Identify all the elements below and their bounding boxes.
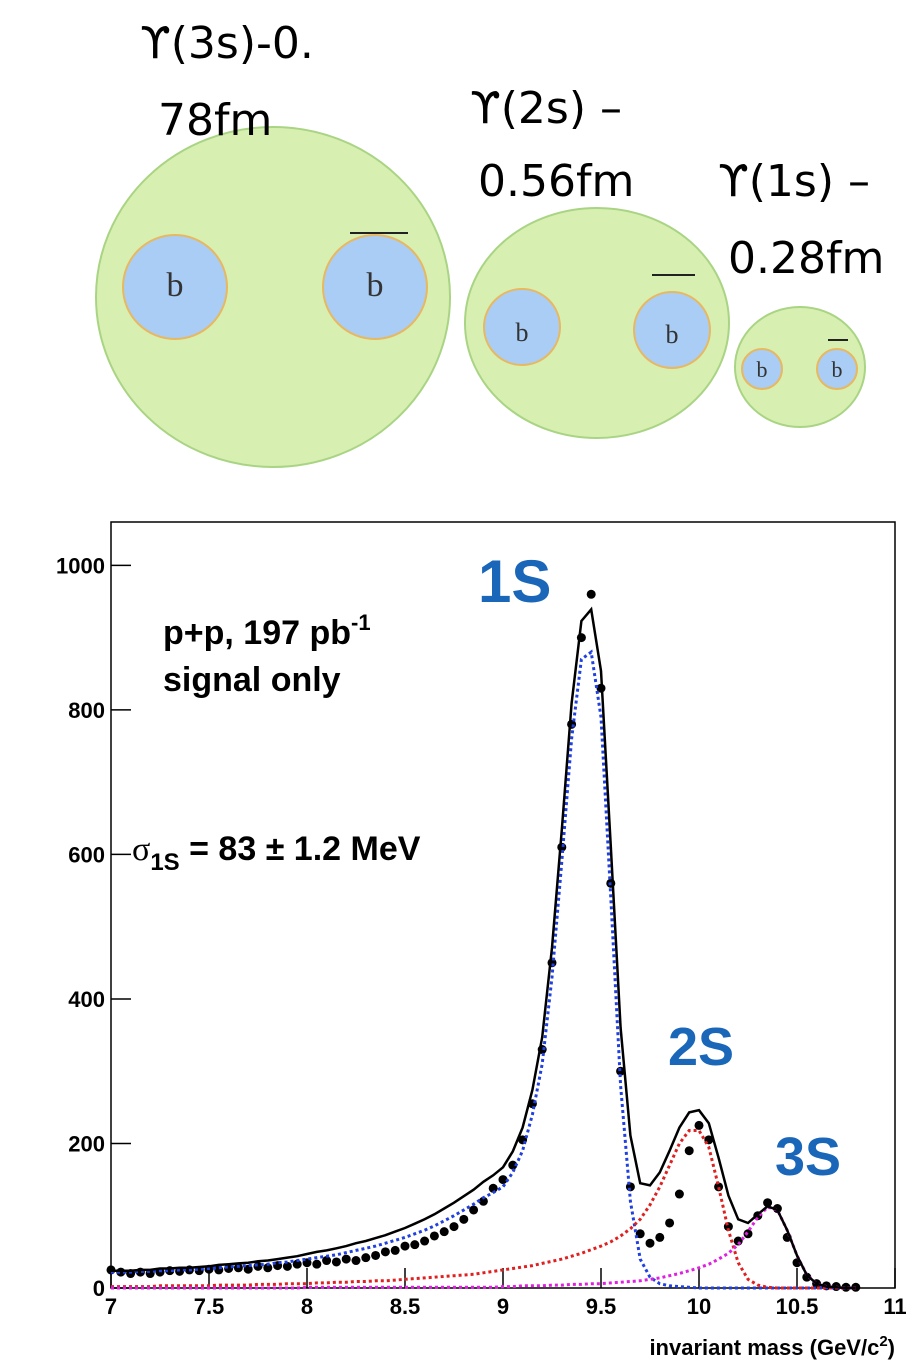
meson-label: ϒ(2s) – <box>470 83 622 134</box>
x-tick-label: 7.5 <box>194 1294 225 1319</box>
fit-curve <box>111 1129 856 1290</box>
data-point <box>361 1253 371 1263</box>
data-point <box>655 1232 665 1242</box>
data-point <box>400 1241 410 1251</box>
data-point <box>263 1263 273 1273</box>
data-point <box>341 1254 351 1264</box>
annotation: signal only <box>163 661 341 699</box>
data-point <box>665 1218 675 1228</box>
y-tick-label: 800 <box>68 698 105 723</box>
annotation: σ1S = 83 ± 1.2 MeV <box>132 830 421 876</box>
meson-2s <box>464 207 730 439</box>
data-point <box>380 1247 390 1257</box>
x-axis-label: invariant mass (GeV/c2) <box>649 1333 895 1360</box>
antiquark-label: b <box>832 357 843 382</box>
x-tick-label: 8.5 <box>390 1294 421 1319</box>
data-point <box>243 1264 253 1274</box>
quark-label: b <box>757 357 768 382</box>
antiquark-label: b <box>367 267 384 304</box>
y-tick-label: 1000 <box>56 553 105 578</box>
annotation: 3S <box>775 1127 841 1187</box>
y-tick-label: 400 <box>68 987 105 1012</box>
data-point <box>351 1256 361 1266</box>
meson-1s <box>734 306 866 428</box>
data-point <box>331 1257 341 1267</box>
data-point <box>312 1259 322 1269</box>
annotation-symbol: σ <box>132 831 150 868</box>
meson-3s <box>95 126 451 468</box>
annotation-text: p+p, 197 pb <box>163 614 351 652</box>
annotation: 2S <box>668 1017 734 1077</box>
annotation-text: = 83 ± 1.2 MeV <box>180 830 421 868</box>
data-point <box>292 1259 302 1269</box>
data-point <box>694 1120 704 1130</box>
x-tick-label: 11 <box>883 1294 906 1319</box>
antiquark-label: b <box>666 320 679 349</box>
y-tick-label: 200 <box>68 1131 105 1156</box>
data-point <box>674 1189 684 1199</box>
y-tick-label: 600 <box>68 842 105 867</box>
x-axis-label-text: ) <box>888 1335 895 1360</box>
data-point <box>449 1222 459 1232</box>
x-tick-label: 9.5 <box>586 1294 617 1319</box>
meson-label: ϒ(1s) – <box>718 156 870 207</box>
data-point <box>498 1175 508 1185</box>
quark-label: b <box>167 267 184 304</box>
data-point <box>371 1250 381 1260</box>
fit-curve <box>111 606 856 1290</box>
antiquark <box>322 234 428 340</box>
x-tick-label: 7 <box>105 1294 117 1319</box>
quark <box>122 234 228 340</box>
quark <box>741 348 783 390</box>
meson-label: 78fm <box>158 95 272 146</box>
data-point <box>439 1227 449 1237</box>
fit-curve <box>111 649 856 1290</box>
data-point <box>802 1272 812 1282</box>
data-point <box>420 1236 430 1246</box>
quark <box>483 288 561 366</box>
data-point <box>429 1231 439 1241</box>
y-tick-label: 0 <box>93 1276 105 1301</box>
x-tick-label: 10.5 <box>776 1294 819 1319</box>
data-point <box>322 1256 332 1266</box>
data-point <box>684 1146 694 1156</box>
antiquark <box>633 291 711 369</box>
data-point <box>390 1245 400 1255</box>
annotation-sup: -1 <box>351 610 371 635</box>
data-point <box>459 1214 469 1224</box>
annotation: 1S <box>478 548 551 615</box>
x-tick-label: 10 <box>687 1294 711 1319</box>
data-point <box>586 589 596 599</box>
x-axis-label-text: invariant mass (GeV/c <box>649 1335 879 1360</box>
data-point <box>714 1182 724 1192</box>
annotation-sub: 1S <box>150 849 179 876</box>
x-tick-label: 9 <box>497 1294 509 1319</box>
meson-label: 0.56fm <box>478 156 634 207</box>
x-axis-label-sup: 2 <box>879 1333 887 1350</box>
plot: 0 200 400 600 800 1000 7 7.5 8 8.5 9 9.5 10 10.5 11 <box>56 553 907 1319</box>
meson-label: ϒ(3s)-0. <box>140 18 314 69</box>
data-point <box>469 1205 479 1215</box>
meson-label: 0.28fm <box>728 233 884 284</box>
data-point <box>410 1240 420 1250</box>
diagram: b b b b b b ϒ(3s)-0. 78fm ϒ(2s) – 0.56fm… <box>95 18 884 468</box>
data-point <box>488 1183 498 1193</box>
antiquark <box>816 348 858 390</box>
data-point <box>763 1198 773 1208</box>
annotation: p+p, 197 pb-1 <box>163 610 371 652</box>
data-point <box>478 1196 488 1206</box>
x-tick-label: 8 <box>301 1294 313 1319</box>
data-point <box>645 1238 655 1248</box>
data-point <box>635 1229 645 1239</box>
fit-curve <box>111 1205 856 1290</box>
data-point <box>282 1261 292 1271</box>
data-point <box>508 1160 518 1170</box>
quark-label: b <box>516 318 529 347</box>
